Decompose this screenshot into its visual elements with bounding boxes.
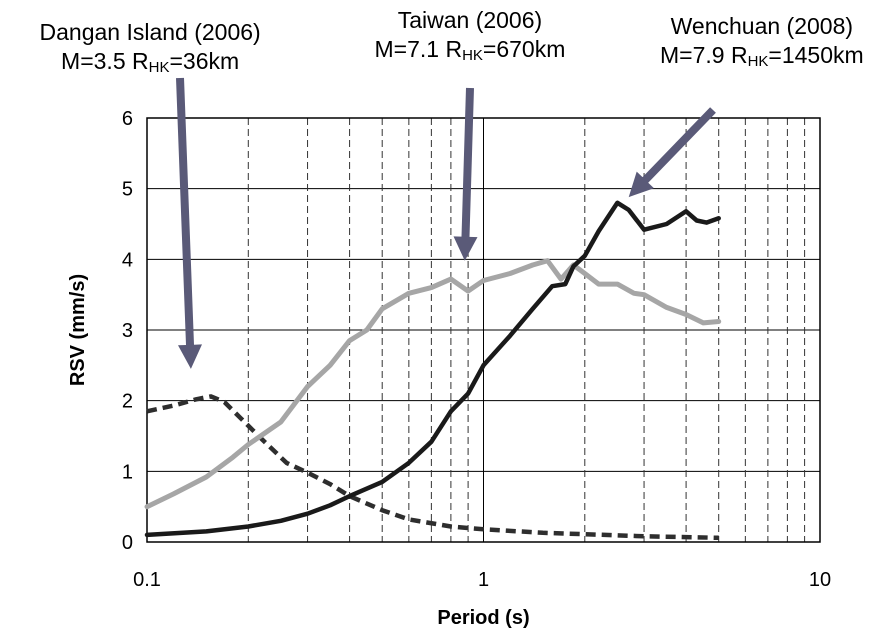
annotation-dangan-params: M=3.5 RHK=36km xyxy=(40,47,261,82)
y-tick-label: 4 xyxy=(122,249,133,271)
annotation-wenchuan-dist: =1450km xyxy=(768,42,864,68)
annotation-wenchuan: Wenchuan (2008) M=7.9 RHK=1450km xyxy=(660,12,864,76)
annotation-taiwan: Taiwan (2006) M=7.1 RHK=670km xyxy=(375,6,566,70)
arrow-wenchuan xyxy=(628,107,716,198)
annotation-taiwan-params: M=7.1 RHK=670km xyxy=(375,35,566,70)
annotation-taiwan-sub: HK xyxy=(462,47,483,64)
series-line-dangan xyxy=(146,394,719,541)
y-tick-label: 1 xyxy=(122,461,133,483)
annotation-taiwan-dist: =670km xyxy=(482,36,566,62)
y-tick-label: 3 xyxy=(122,320,133,342)
annotation-dangan-title: Dangan Island (2006) xyxy=(39,19,261,45)
arrow-taiwan xyxy=(453,87,478,261)
x-axis-title: Period (s) xyxy=(437,607,529,629)
y-tick-label: 6 xyxy=(122,108,133,130)
arrows-group xyxy=(176,77,716,369)
tick-labels: 0 1 2 3 4 5 6 0.1 1 10 xyxy=(122,108,831,591)
annotation-dangan-m: M=3.5 R xyxy=(61,48,149,74)
series-line-wenchuan xyxy=(144,200,721,538)
annotation-taiwan-title: Taiwan (2006) xyxy=(397,7,543,33)
y-tick-label: 5 xyxy=(122,179,133,201)
y-tick-label: 0 xyxy=(122,532,133,554)
arrow-dangan xyxy=(176,77,202,369)
annotation-dangan-sub: HK xyxy=(148,59,170,76)
annotation-wenchuan-params: M=7.9 RHK=1450km xyxy=(660,41,864,76)
annotation-dangan: Dangan Island (2006) M=3.5 RHK=36km xyxy=(40,18,261,82)
annotation-dangan-dist: =36km xyxy=(169,48,240,74)
grid xyxy=(147,118,820,542)
annotation-wenchuan-title: Wenchuan (2008) xyxy=(670,13,854,39)
y-tick-label: 2 xyxy=(122,391,133,413)
series-line-taiwan xyxy=(144,258,722,510)
x-tick-label: 10 xyxy=(809,569,831,591)
y-axis-title: RSV (mm/s) xyxy=(67,274,89,386)
plot-frame xyxy=(146,117,821,543)
annotation-wenchuan-m: M=7.9 R xyxy=(660,42,748,68)
x-tick-label: 0.1 xyxy=(133,569,161,591)
x-tick-label: 1 xyxy=(478,569,489,591)
annotation-wenchuan-sub: HK xyxy=(747,53,769,70)
series-group xyxy=(144,200,722,541)
annotation-taiwan-m: M=7.1 R xyxy=(374,36,463,62)
